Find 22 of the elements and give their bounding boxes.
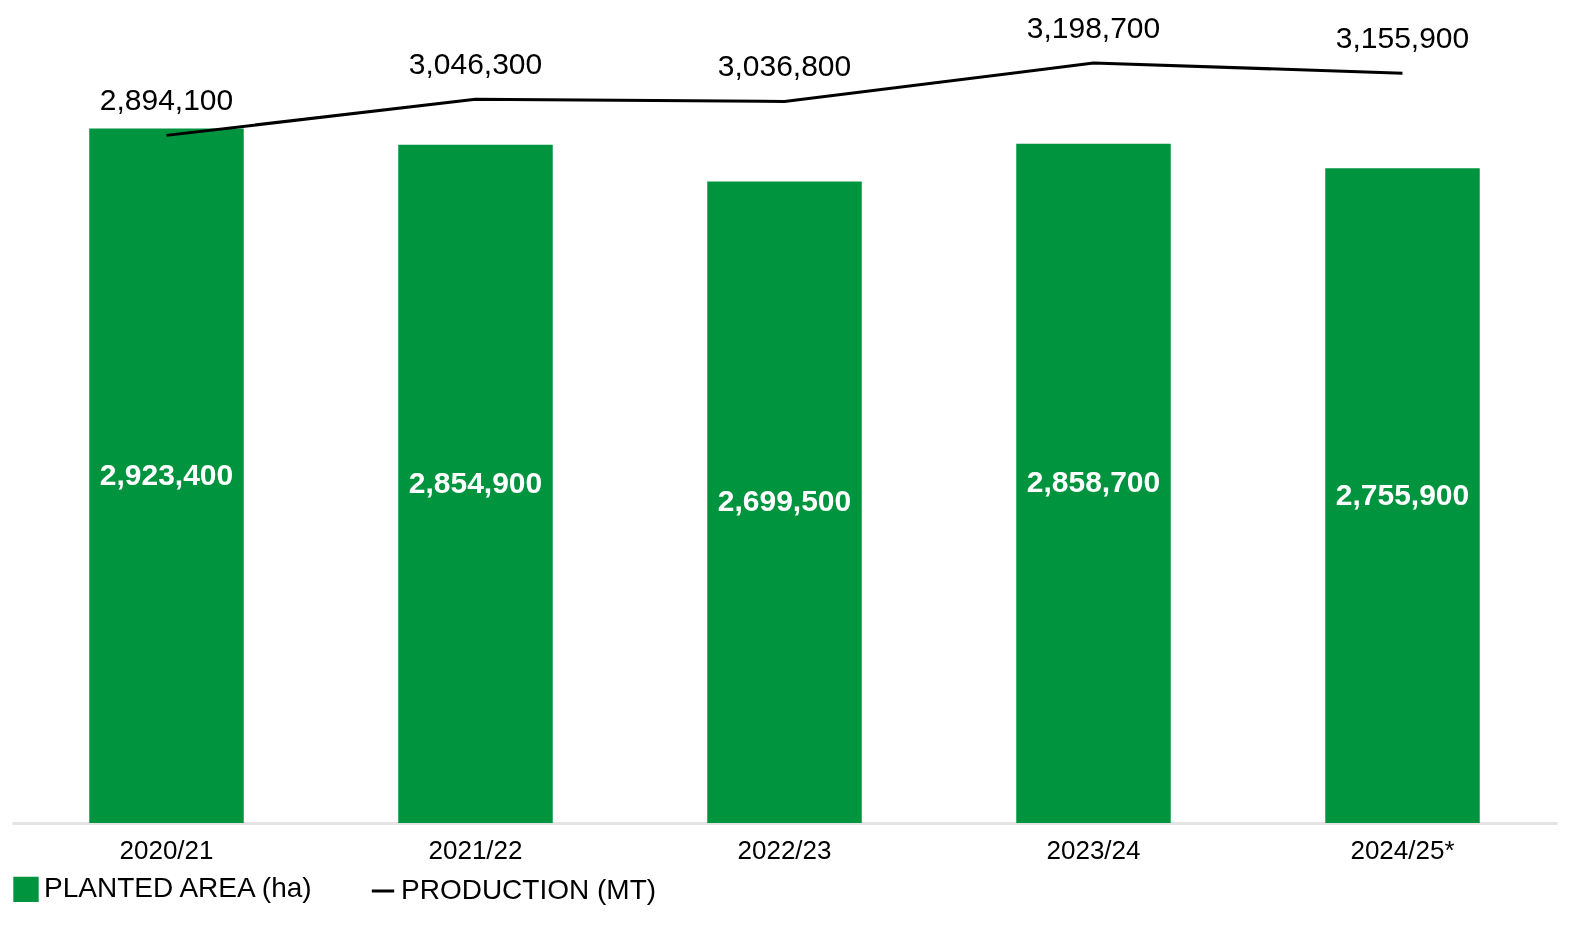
bar [1325,168,1480,823]
x-tick-label: 2023/24 [1046,834,1141,865]
data-label: 3,036,800 [717,49,852,83]
bar [89,128,244,823]
data-label: 2,894,100 [99,83,234,117]
x-tick-label: 2024/25* [1350,834,1455,865]
data-label: 2,755,900 [1335,477,1470,511]
bar [398,144,553,823]
x-tick-label: 2022/23 [737,834,832,865]
data-label: 3,046,300 [408,47,543,81]
data-label: 3,198,700 [1026,11,1161,44]
data-label: 3,155,900 [1335,21,1470,55]
bar [1016,143,1171,823]
legend-label: PRODUCTION (MT) [401,874,657,905]
bar [707,181,862,823]
data-label: 2,854,900 [408,465,543,499]
data-label: 2,699,500 [717,484,852,518]
data-label: 2,923,400 [99,457,234,491]
x-tick-label: 2021/22 [428,834,523,865]
data-label: 2,858,700 [1026,465,1161,499]
x-tick-label: 2020/21 [119,834,214,865]
legend-label: PLANTED AREA (ha) [44,872,312,904]
